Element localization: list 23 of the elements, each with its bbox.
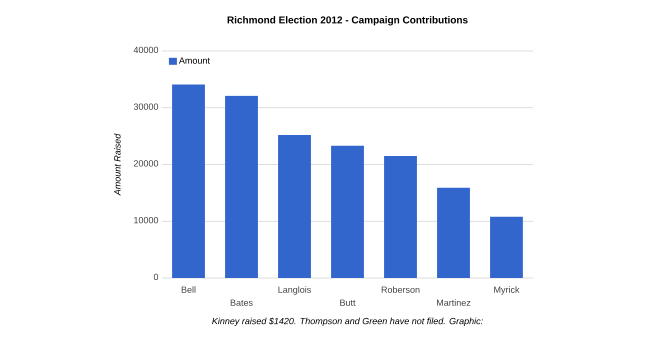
- chart-title: Richmond Election 2012 - Campaign Contributions: [228, 16, 468, 26]
- x-tick-label: Roberson: [382, 286, 420, 293]
- x-tick-label: Martinez: [436, 299, 470, 306]
- x-tick-label: Langlois: [278, 286, 311, 295]
- bar: [490, 216, 523, 278]
- bar: [384, 156, 417, 278]
- bar: [278, 134, 311, 278]
- bar: [437, 188, 470, 278]
- legend-label: Amount: [178, 57, 210, 64]
- bar: [225, 96, 258, 278]
- y-tick-label: 40000: [134, 46, 158, 54]
- y-tick-label: 20000: [134, 160, 158, 167]
- y-axis-title: Amount Raised: [114, 134, 121, 196]
- bar: [172, 84, 205, 278]
- y-tick-label: 0: [154, 274, 158, 280]
- y-tick-label: 10000: [134, 216, 158, 224]
- x-tick-label: Butt: [340, 300, 356, 306]
- x-tick-label: Bell: [182, 286, 196, 293]
- text: Kinney raised $1420. Thompson and Green have not filed. Graphic:: [212, 318, 483, 326]
- bar: [331, 146, 364, 278]
- x-tick-label: Myrick: [494, 286, 520, 295]
- x-tick-label: Bates: [230, 300, 253, 306]
- y-tick-label: 30000: [134, 103, 158, 110]
